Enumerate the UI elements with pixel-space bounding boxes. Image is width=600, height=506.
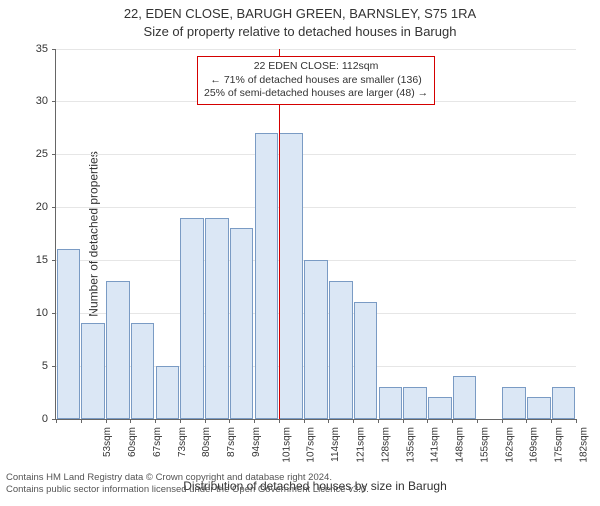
- y-tick-label: 5: [8, 360, 48, 372]
- y-tick-label: 20: [8, 201, 48, 213]
- histogram-bar: [230, 228, 254, 418]
- footer-attribution: Contains HM Land Registry data © Crown c…: [6, 472, 369, 496]
- x-tick-label: 135sqm: [405, 427, 416, 463]
- y-tick-mark: [52, 49, 56, 50]
- x-tick-label: 80sqm: [201, 427, 212, 457]
- plot-area: 0510152025303553sqm60sqm67sqm73sqm80sqm8…: [55, 49, 576, 420]
- x-tick-mark: [205, 419, 206, 423]
- x-tick-label: 169sqm: [529, 427, 540, 463]
- x-tick-label: 87sqm: [226, 427, 237, 457]
- histogram-bar: [403, 387, 427, 419]
- x-tick-label: 60sqm: [127, 427, 138, 457]
- annotation-line: 25% of semi-detached houses are larger (…: [204, 87, 428, 101]
- annotation-line: 22 EDEN CLOSE: 112sqm: [204, 60, 428, 74]
- footer-line-1: Contains HM Land Registry data © Crown c…: [6, 472, 369, 484]
- x-tick-label: 175sqm: [554, 427, 565, 463]
- x-tick-label: 67sqm: [152, 427, 163, 457]
- histogram-bar: [428, 397, 452, 418]
- histogram-bar: [81, 323, 105, 418]
- histogram-bar: [329, 281, 353, 418]
- chart-title-main: 22, EDEN CLOSE, BARUGH GREEN, BARNSLEY, …: [0, 6, 600, 22]
- x-tick-mark: [81, 419, 82, 423]
- y-tick-label: 25: [8, 148, 48, 160]
- y-tick-mark: [52, 366, 56, 367]
- x-tick-mark: [279, 419, 280, 423]
- x-tick-label: 162sqm: [504, 427, 515, 463]
- y-tick-label: 15: [8, 254, 48, 266]
- x-tick-mark: [180, 419, 181, 423]
- footer-line-2: Contains public sector information licen…: [6, 484, 369, 496]
- x-tick-mark: [526, 419, 527, 423]
- grid-line: [56, 207, 576, 208]
- x-tick-mark: [551, 419, 552, 423]
- x-tick-mark: [452, 419, 453, 423]
- chart-area: Number of detached properties 0510152025…: [55, 49, 575, 419]
- histogram-bar: [106, 281, 130, 418]
- x-tick-mark: [477, 419, 478, 423]
- x-tick-label: 141sqm: [430, 427, 441, 463]
- y-tick-label: 35: [8, 43, 48, 55]
- x-tick-mark: [254, 419, 255, 423]
- y-tick-mark: [52, 207, 56, 208]
- x-tick-label: 107sqm: [306, 427, 317, 463]
- x-tick-mark: [378, 419, 379, 423]
- histogram-bar: [180, 218, 204, 419]
- x-tick-label: 182sqm: [578, 427, 589, 463]
- x-tick-label: 155sqm: [479, 427, 490, 463]
- x-tick-mark: [403, 419, 404, 423]
- x-tick-mark: [353, 419, 354, 423]
- x-tick-mark: [130, 419, 131, 423]
- x-tick-mark: [427, 419, 428, 423]
- x-tick-mark: [106, 419, 107, 423]
- x-tick-mark: [576, 419, 577, 423]
- histogram-bar: [502, 387, 526, 419]
- x-tick-mark: [56, 419, 57, 423]
- x-tick-label: 73sqm: [177, 427, 188, 457]
- histogram-bar: [156, 366, 180, 419]
- y-tick-label: 0: [8, 413, 48, 425]
- x-tick-mark: [304, 419, 305, 423]
- y-tick-label: 10: [8, 307, 48, 319]
- x-tick-mark: [229, 419, 230, 423]
- x-tick-label: 53sqm: [102, 427, 113, 457]
- y-tick-mark: [52, 260, 56, 261]
- annotation-line: ← 71% of detached houses are smaller (13…: [204, 74, 428, 88]
- x-tick-label: 114sqm: [330, 427, 341, 462]
- grid-line: [56, 154, 576, 155]
- histogram-bar: [354, 302, 378, 418]
- x-tick-mark: [502, 419, 503, 423]
- histogram-bar: [131, 323, 155, 418]
- histogram-bar: [552, 387, 576, 419]
- chart-title-sub: Size of property relative to detached ho…: [0, 24, 600, 40]
- x-tick-label: 148sqm: [455, 427, 466, 463]
- x-tick-mark: [155, 419, 156, 423]
- y-tick-label: 30: [8, 95, 48, 107]
- x-tick-mark: [328, 419, 329, 423]
- histogram-bar: [379, 387, 403, 419]
- histogram-bar: [304, 260, 328, 419]
- x-tick-label: 128sqm: [380, 427, 391, 463]
- histogram-bar: [527, 397, 551, 418]
- y-tick-mark: [52, 313, 56, 314]
- histogram-bar: [205, 218, 229, 419]
- x-tick-label: 121sqm: [356, 427, 367, 463]
- histogram-bar: [255, 133, 279, 418]
- y-tick-mark: [52, 154, 56, 155]
- annotation-box: 22 EDEN CLOSE: 112sqm← 71% of detached h…: [197, 56, 435, 105]
- grid-line: [56, 49, 576, 50]
- histogram-bar: [453, 376, 477, 418]
- y-tick-mark: [52, 101, 56, 102]
- x-tick-label: 94sqm: [251, 427, 262, 457]
- histogram-bar: [57, 249, 81, 418]
- histogram-bar: [279, 133, 303, 418]
- x-tick-label: 101sqm: [281, 427, 292, 463]
